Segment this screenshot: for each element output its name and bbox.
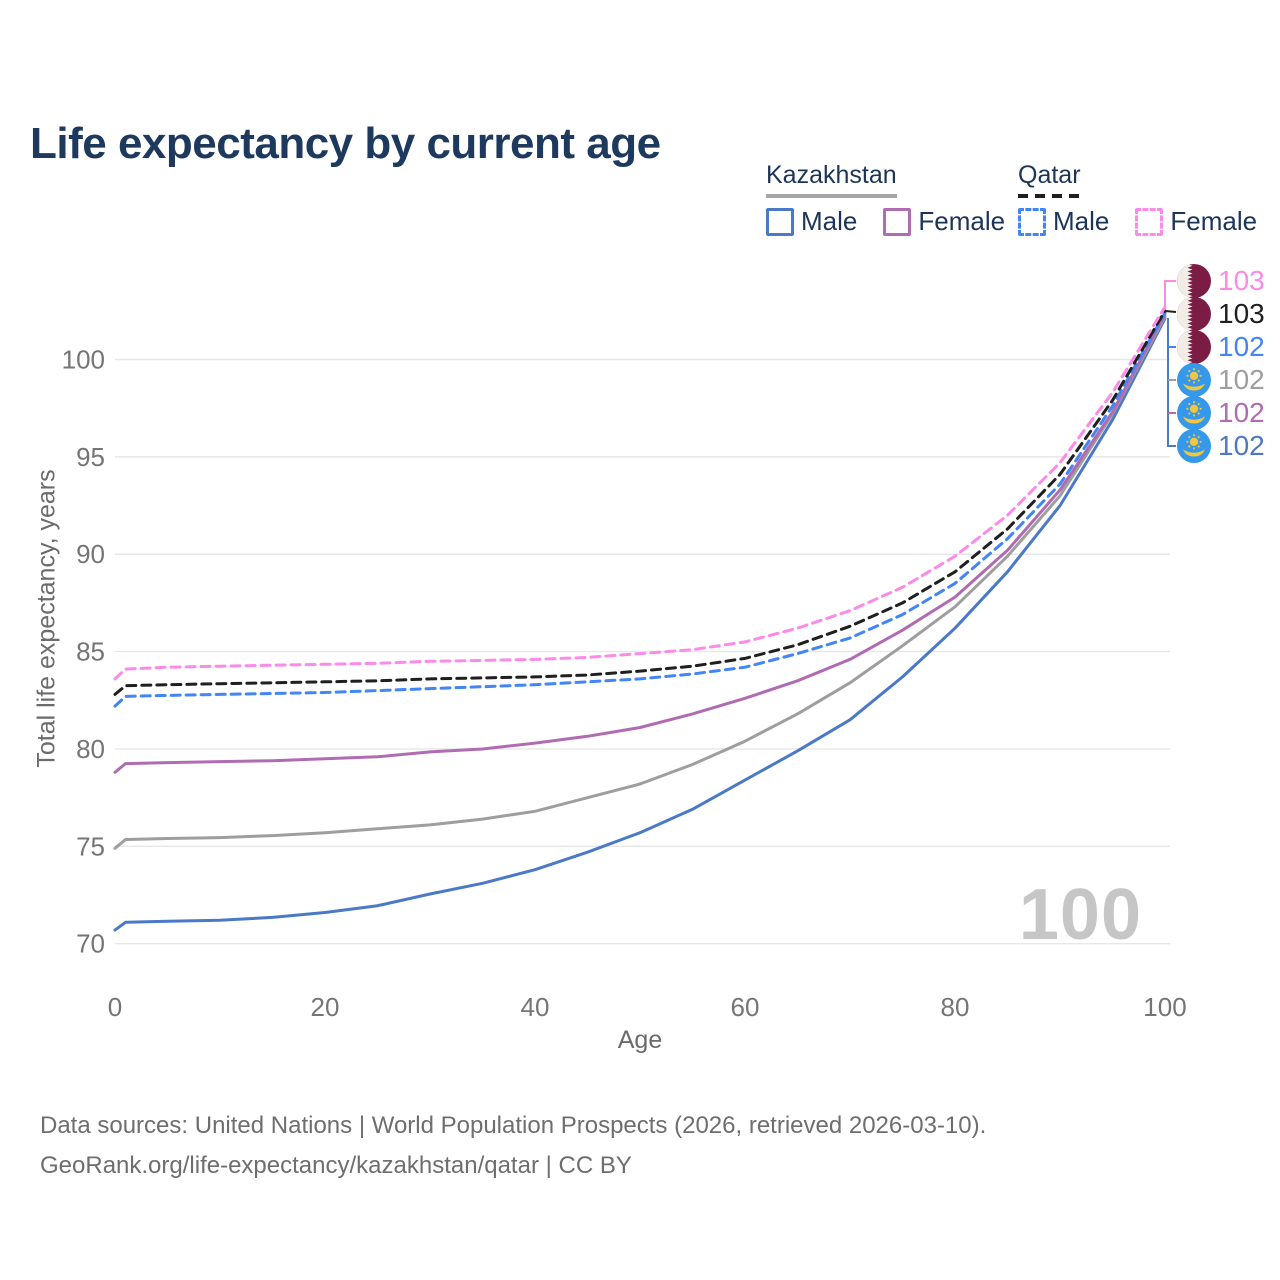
qatar-flag-icon <box>1177 264 1211 298</box>
end-label-kazakhstan-male: 102 <box>1177 429 1265 463</box>
end-value: 103 <box>1218 298 1265 329</box>
end-value: 103 <box>1218 265 1265 296</box>
y-tick-label-95: 95 <box>76 442 105 472</box>
legend-header-kazakhstan: Kazakhstan <box>766 161 897 189</box>
legend-item-qatar-male[interactable]: Male <box>1018 206 1109 237</box>
connector-qatar-female <box>1164 280 1176 307</box>
legend-group-kazakhstan: Kazakhstan Male Female <box>766 161 1031 237</box>
data-sources-text: Data sources: United Nations | World Pop… <box>40 1112 987 1139</box>
series-line-qatar-male[interactable] <box>113 311 1167 708</box>
legend-group-qatar: Qatar Male Female <box>1018 161 1280 237</box>
y-tick-label-75: 75 <box>76 831 105 861</box>
hover-age-indicator: 100 <box>1018 875 1142 955</box>
kazakhstan-solid-line-swatch <box>766 194 897 198</box>
end-label-kazakhstan-female: 102 <box>1177 396 1265 430</box>
chart-title: Life expectancy by current age <box>30 119 661 169</box>
end-label-qatar-female: 103 <box>1177 264 1265 298</box>
legend-label: Male <box>1053 206 1110 236</box>
series-line-kazakhstan-female[interactable] <box>113 313 1167 774</box>
end-label-kazakhstan-total: 102 <box>1177 363 1265 397</box>
end-label-qatar-male: 102 <box>1177 330 1265 364</box>
x-tick-label-0: 0 <box>108 992 122 1022</box>
qatar-female-checkbox[interactable] <box>1135 207 1164 236</box>
legend-label: Female <box>1170 206 1258 236</box>
series-line-qatar-female[interactable] <box>113 305 1167 681</box>
x-tick-label-40: 40 <box>521 992 550 1022</box>
legend-header-qatar: Qatar <box>1018 161 1081 189</box>
y-tick-label-70: 70 <box>76 929 105 959</box>
x-tick-label-80: 80 <box>941 992 970 1022</box>
y-axis-title: Total life expectancy, years <box>32 469 61 768</box>
end-value: 102 <box>1218 331 1265 362</box>
connector-qatar-total <box>1164 310 1177 313</box>
y-tick-label-80: 80 <box>76 734 105 764</box>
series-line-kazakhstan-male[interactable] <box>113 317 1167 932</box>
y-tick-label-90: 90 <box>76 539 105 569</box>
kazakhstan-male-checkbox[interactable] <box>766 207 794 236</box>
x-tick-label-100: 100 <box>1143 992 1186 1022</box>
qatar-flag-icon <box>1177 330 1211 364</box>
qatar-dashed-line-swatch <box>1018 194 1081 198</box>
kazakhstan-flag-icon <box>1177 429 1211 463</box>
connector-kazakhstan-male <box>1167 318 1176 447</box>
end-label-qatar-total: 103 <box>1177 297 1265 331</box>
x-axis-title: Age <box>617 1026 663 1054</box>
legend-item-kazakhstan-male[interactable]: Male <box>766 206 857 237</box>
end-value: 102 <box>1218 397 1265 428</box>
qatar-flag-icon <box>1177 297 1211 331</box>
legend-label: Female <box>918 206 1006 236</box>
x-tick-label-60: 60 <box>731 992 760 1022</box>
legend-item-qatar-female[interactable]: Female <box>1135 206 1257 237</box>
series-line-qatar-total[interactable] <box>113 309 1167 696</box>
kazakhstan-flag-icon <box>1177 363 1211 397</box>
series-line-kazakhstan-total[interactable] <box>113 315 1167 850</box>
end-value: 102 <box>1218 430 1265 461</box>
qatar-male-checkbox[interactable] <box>1018 207 1046 236</box>
y-tick-label-85: 85 <box>76 637 105 667</box>
legend-item-kazakhstan-female[interactable]: Female <box>883 206 1005 237</box>
y-tick-label-100: 100 <box>62 345 105 375</box>
footer: Data sources: United Nations | World Pop… <box>40 1106 986 1186</box>
kazakhstan-female-checkbox[interactable] <box>883 207 912 236</box>
legend-label: Male <box>801 206 858 236</box>
end-value: 102 <box>1218 364 1265 395</box>
kazakhstan-flag-icon <box>1177 396 1211 430</box>
x-tick-label-20: 20 <box>311 992 340 1022</box>
attribution-text: GeoRank.org/life-expectancy/kazakhstan/q… <box>40 1152 632 1179</box>
